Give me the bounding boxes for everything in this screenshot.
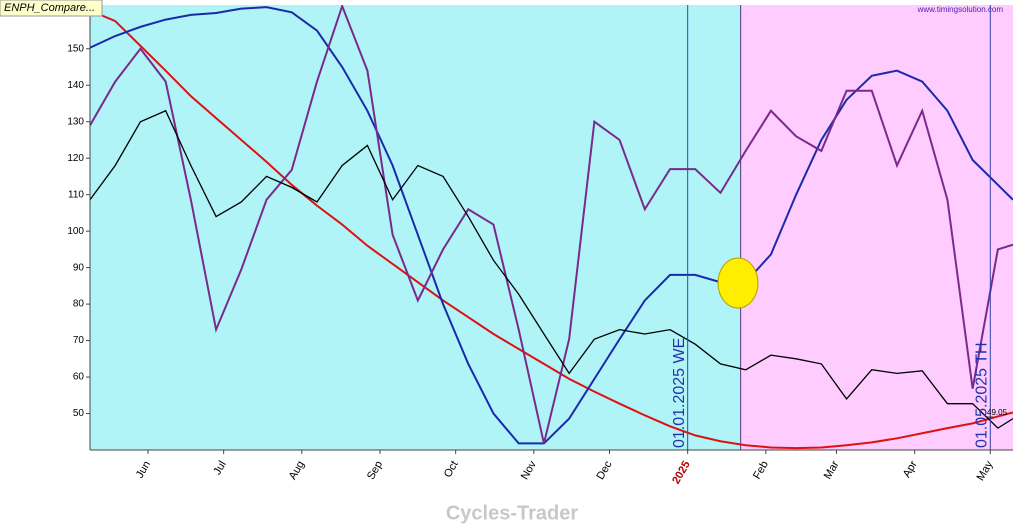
y-tick-label: 80 xyxy=(73,299,85,310)
series-line xyxy=(90,9,1013,450)
x-tick-label: Apr xyxy=(901,459,920,480)
y-tick-label: 60 xyxy=(73,372,85,383)
highlight-circle xyxy=(717,257,759,309)
series-line xyxy=(90,5,1013,444)
y-tick-label: 150 xyxy=(67,43,84,54)
x-tick-label: Dec xyxy=(594,459,614,482)
date-marker-label: 01.05.2025 TH xyxy=(974,342,991,448)
watermark: www.timingsolution.com xyxy=(917,5,1004,14)
x-tick-label: Jun xyxy=(134,459,153,480)
y-tick-label: 50 xyxy=(73,408,85,419)
last-price-label: 49.05 xyxy=(987,408,1008,417)
x-tick-label: Oct xyxy=(442,459,461,480)
y-tick-label: 140 xyxy=(67,80,84,91)
y-tick-label: 120 xyxy=(67,153,84,164)
x-tick-label: Sep xyxy=(365,459,385,482)
x-tick-label: Nov xyxy=(519,459,539,482)
y-tick-label: 90 xyxy=(73,262,85,273)
region-forecast xyxy=(740,5,1013,450)
x-tick-label: Jul xyxy=(211,459,228,477)
series-line xyxy=(90,109,1013,429)
x-tick-label: Aug xyxy=(287,459,307,482)
x-tick-label: Mar xyxy=(822,459,842,482)
y-tick-label: 110 xyxy=(68,189,84,200)
plot-background xyxy=(90,5,1013,450)
tag-box xyxy=(0,0,103,17)
x-tick-label: 2025 xyxy=(670,459,693,486)
x-tick-label: Feb xyxy=(751,459,771,481)
x-tick-label: May xyxy=(975,459,996,483)
series-line xyxy=(90,6,1013,445)
footer: Cycles-Trader xyxy=(446,502,579,524)
y-tick-label: 100 xyxy=(67,226,84,237)
tag: ENPH_Compare... xyxy=(4,2,95,14)
y-tick-label: 130 xyxy=(67,116,84,127)
date-marker-label: 01.01.2025 WE xyxy=(671,338,688,448)
y-tick-label: 70 xyxy=(73,335,85,346)
plot-area xyxy=(90,5,1013,450)
